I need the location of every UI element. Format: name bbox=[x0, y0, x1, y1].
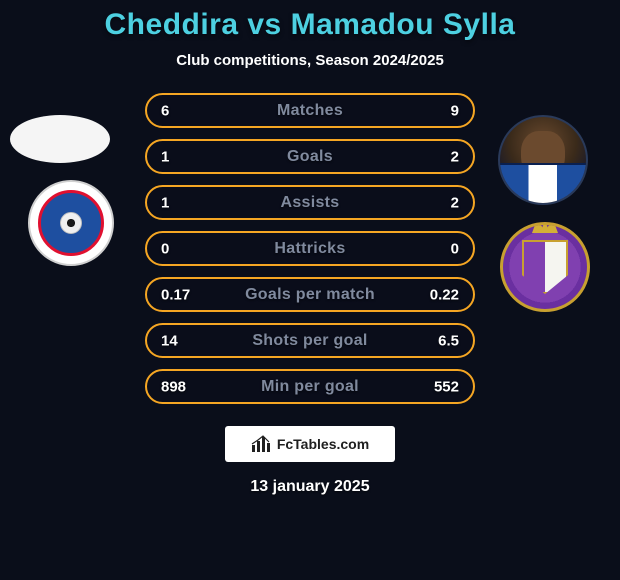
stat-label: Matches bbox=[277, 102, 343, 120]
stat-value-left: 0 bbox=[161, 240, 169, 257]
stat-row: 1 Goals 2 bbox=[145, 139, 475, 174]
stat-row: 14 Shots per goal 6.5 bbox=[145, 323, 475, 358]
stat-row: 6 Matches 9 bbox=[145, 93, 475, 128]
stat-label: Min per goal bbox=[261, 378, 359, 396]
stat-label: Hattricks bbox=[274, 240, 345, 258]
stat-value-right: 552 bbox=[434, 378, 459, 395]
stat-row: 1 Assists 2 bbox=[145, 185, 475, 220]
as-of-date: 13 january 2025 bbox=[250, 478, 369, 496]
comparison-card: Cheddira vs Mamadou Sylla Club competiti… bbox=[0, 0, 620, 580]
stat-value-left: 898 bbox=[161, 378, 186, 395]
stat-value-right: 0 bbox=[451, 240, 459, 257]
stat-value-right: 0.22 bbox=[430, 286, 459, 303]
stat-value-right: 2 bbox=[451, 148, 459, 165]
player-left-avatar bbox=[10, 115, 110, 163]
stat-value-right: 9 bbox=[451, 102, 459, 119]
stat-row: 898 Min per goal 552 bbox=[145, 369, 475, 404]
stat-label: Shots per goal bbox=[252, 332, 367, 350]
player-right-avatar bbox=[498, 115, 588, 205]
stat-value-left: 1 bbox=[161, 194, 169, 211]
stat-label: Assists bbox=[280, 194, 339, 212]
club-left-crest bbox=[28, 180, 114, 266]
branding-box: FcTables.com bbox=[225, 426, 395, 462]
stat-value-left: 1 bbox=[161, 148, 169, 165]
stat-value-right: 2 bbox=[451, 194, 459, 211]
stat-value-left: 0.17 bbox=[161, 286, 190, 303]
stat-value-left: 14 bbox=[161, 332, 178, 349]
brand-label: FcTables.com bbox=[277, 436, 369, 452]
stat-row: 0 Hattricks 0 bbox=[145, 231, 475, 266]
club-right-crest bbox=[500, 222, 590, 312]
page-title: Cheddira vs Mamadou Sylla bbox=[105, 8, 516, 42]
stat-label: Goals bbox=[287, 148, 333, 166]
page-subtitle: Club competitions, Season 2024/2025 bbox=[176, 52, 444, 69]
stat-value-left: 6 bbox=[161, 102, 169, 119]
stat-value-right: 6.5 bbox=[438, 332, 459, 349]
stat-label: Goals per match bbox=[245, 286, 375, 304]
stats-block: 6 Matches 9 1 Goals 2 1 Assists 2 0 Hattricks 0 0.17… bbox=[145, 93, 475, 404]
stat-row: 0.17 Goals per match 0.22 bbox=[145, 277, 475, 312]
bar-chart-icon bbox=[251, 435, 273, 453]
